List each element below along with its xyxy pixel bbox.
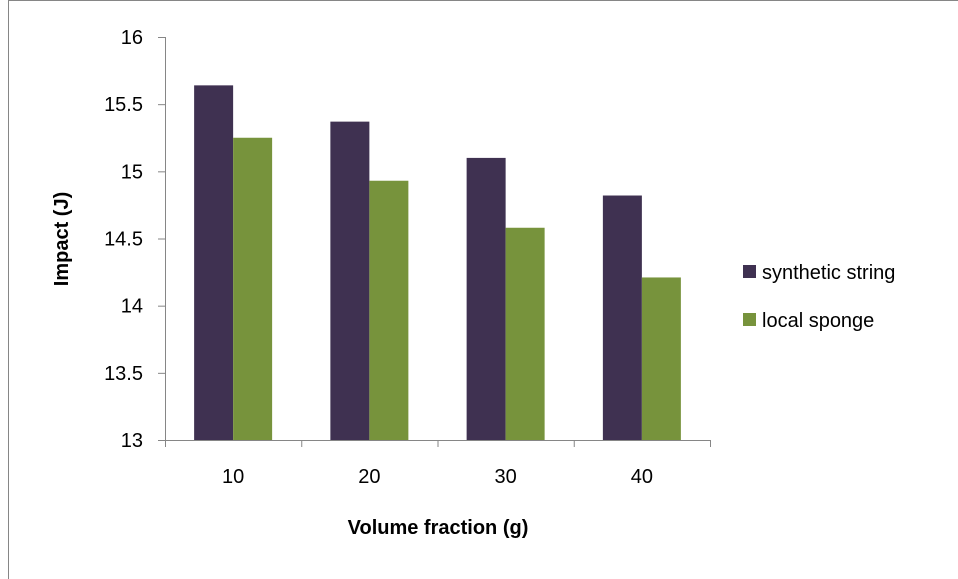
bar-local-sponge-20	[369, 180, 409, 440]
bar-local-sponge-40	[641, 277, 681, 440]
y-axis-title: Impact (J)	[51, 192, 73, 286]
y-tick-label: 15	[121, 161, 143, 183]
legend: synthetic string local sponge	[743, 262, 895, 332]
bar-series	[194, 85, 681, 441]
y-tick-label: 13.5	[104, 363, 143, 385]
y-tick-label: 13	[121, 430, 143, 452]
bar-synthetic-string-30	[466, 157, 506, 440]
x-tick-label: 30	[495, 466, 517, 488]
y-tick-label: 15.5	[104, 94, 143, 116]
bar-synthetic-string-40	[602, 195, 642, 440]
bar-local-sponge-30	[505, 227, 545, 440]
y-tick-label: 14	[121, 296, 143, 318]
x-axis-ticks: 10 20 30 40	[165, 440, 711, 488]
bar-synthetic-string-20	[330, 121, 370, 440]
legend-label: synthetic string	[762, 262, 895, 284]
legend-swatch	[743, 313, 756, 326]
x-axis-title: Volume fraction (g)	[348, 517, 529, 539]
y-axis-ticks: 13 13.5 14 14.5 15 15.5 16	[104, 27, 165, 452]
y-tick-label: 16	[121, 27, 143, 49]
x-tick-label: 10	[222, 466, 244, 488]
x-tick-label: 20	[358, 466, 380, 488]
legend-swatch	[743, 265, 756, 278]
legend-label: local sponge	[762, 310, 874, 332]
y-tick-label: 14.5	[104, 229, 143, 251]
bar-local-sponge-10	[233, 137, 273, 440]
x-tick-label: 40	[631, 466, 653, 488]
bar-synthetic-string-10	[194, 85, 234, 441]
